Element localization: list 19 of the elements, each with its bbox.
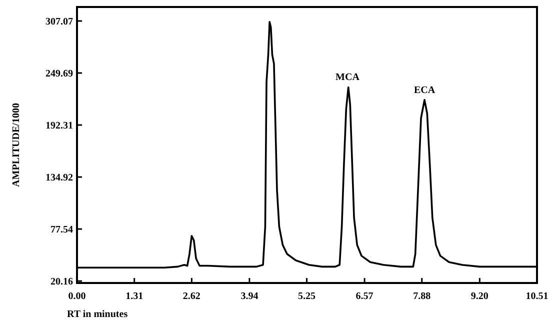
y-tick-label: 192.31 <box>46 120 73 132</box>
annotation: MCA <box>336 72 360 84</box>
x-tick-label: 5.25 <box>298 291 316 302</box>
x-tick-label: 2.62 <box>182 291 200 302</box>
x-tick-label: 1.31 <box>126 291 144 302</box>
x-tick-label: 9.20 <box>470 291 488 302</box>
y-tick-label: 20.16 <box>50 276 73 288</box>
x-tick-label: 10.51 <box>526 291 548 302</box>
y-tick-label: 249.69 <box>46 68 73 80</box>
y-tick-label: 77.54 <box>50 224 73 236</box>
y-tick-label: 307.07 <box>46 16 73 28</box>
y-axis-title: AMPLITUDE/1000 <box>11 103 22 187</box>
x-tick-label: 7.88 <box>413 291 431 302</box>
x-axis-title: RT in minutes <box>67 309 128 320</box>
annotation: ECA <box>414 84 436 96</box>
y-tick-label: 134.92 <box>46 172 73 184</box>
x-tick-label: 6.57 <box>356 291 374 302</box>
x-tick-label: 3.94 <box>240 291 258 302</box>
x-tick-label: 0.00 <box>68 291 86 302</box>
